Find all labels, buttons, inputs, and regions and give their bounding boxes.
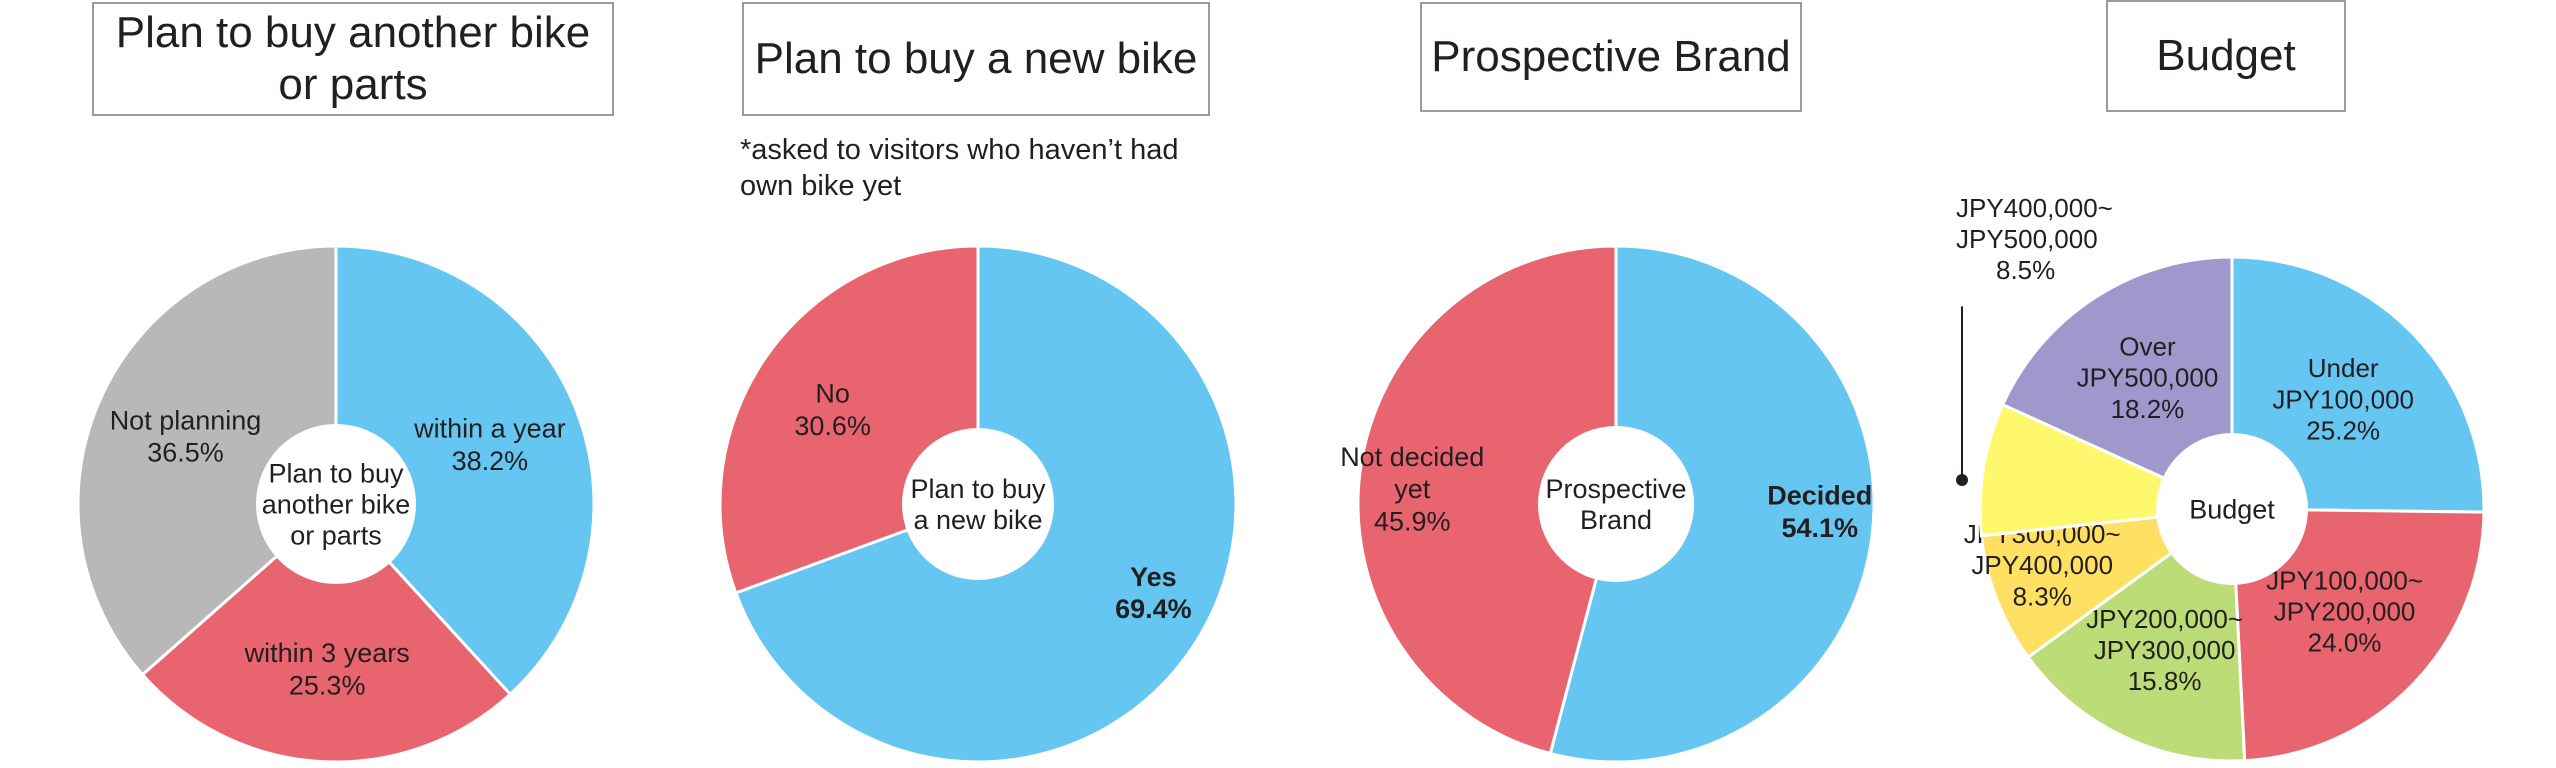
pie4-center <box>2156 433 2308 585</box>
pie4-label-6: Over JPY500,000 18.2% <box>2077 332 2219 424</box>
chart2-title-text: Plan to buy a new bike <box>754 34 1198 83</box>
chart1-title: Plan to buy another bike or parts <box>92 2 614 116</box>
chart1-title-text: Plan to buy another bike or parts <box>115 8 591 109</box>
pie1-label-1: within a year 38.2% <box>413 413 566 475</box>
pie4-label-1: Under JPY100,000 25.2% <box>2272 353 2414 445</box>
pie4-label-5: JPY400,000~ JPY500,000 8.5% <box>1956 193 2113 285</box>
pie2-label-1: Yes 69.4% <box>1115 562 1192 624</box>
pie3-label-1: Decided 54.1% <box>1767 480 1872 542</box>
pie1-label-3: Not planning 36.5% <box>110 405 262 467</box>
pie4-slice-1 <box>2230 255 2486 514</box>
pie1-slice-2 <box>140 501 513 764</box>
pie1-center <box>256 424 416 584</box>
pie3-center <box>1538 426 1694 582</box>
pie4-center-label: Budget <box>2189 494 2275 524</box>
chart2-title: Plan to buy a new bike <box>742 2 1210 116</box>
pie2-label-2: No 30.6% <box>794 379 871 441</box>
pie3-center-label: Prospective Brand <box>1545 474 1686 535</box>
pie-chart-1: within a year 38.2% within 3 years 25.3% Not… <box>76 244 596 764</box>
chart3-title: Prospective Brand <box>1420 2 1802 112</box>
chart4-title-text: Budget <box>2156 31 2296 80</box>
pie3-slice-1 <box>1548 244 1876 764</box>
pie-chart-2: Yes 69.4% No 30.6% Plan to buy a new bike <box>718 244 1238 764</box>
pie-chart-4: Under JPY100,000 25.2% JPY100,000~ JPY200,00… <box>1956 193 2486 763</box>
pie4-slice-2 <box>2230 507 2486 763</box>
pie4-slice-6 <box>2000 255 2234 512</box>
pie2-center <box>902 428 1054 580</box>
chart3-title-text: Prospective Brand <box>1431 32 1791 81</box>
pie4-label-4: JPY300,000~ JPY400,000 8.3% <box>1964 519 2121 611</box>
pie1-slice-1 <box>334 244 596 697</box>
pie3-label-2: Not decided yet 45.9% <box>1340 442 1484 537</box>
pie3-slice-2 <box>1356 244 1618 756</box>
pie2-center-label: Plan to buy a new bike <box>910 474 1046 535</box>
pie1-slice-3 <box>76 244 338 677</box>
pie4-callout-dot <box>1956 474 1968 486</box>
pie1-center-label: Plan to buy another bike or parts <box>262 458 411 550</box>
pie4-label-3: JPY200,000~ JPY300,000 15.8% <box>2086 604 2243 696</box>
chart2-note: *asked to visitors who haven’t had own b… <box>740 134 1179 202</box>
pie4-label-2: JPY100,000~ JPY200,000 24.0% <box>2266 565 2423 657</box>
pie-chart-3: Decided 54.1% Not decided yet 45.9% Prospecti… <box>1340 244 1876 764</box>
pie1-label-2: within 3 years 25.3% <box>244 638 410 700</box>
chart4-title: Budget <box>2106 0 2346 112</box>
